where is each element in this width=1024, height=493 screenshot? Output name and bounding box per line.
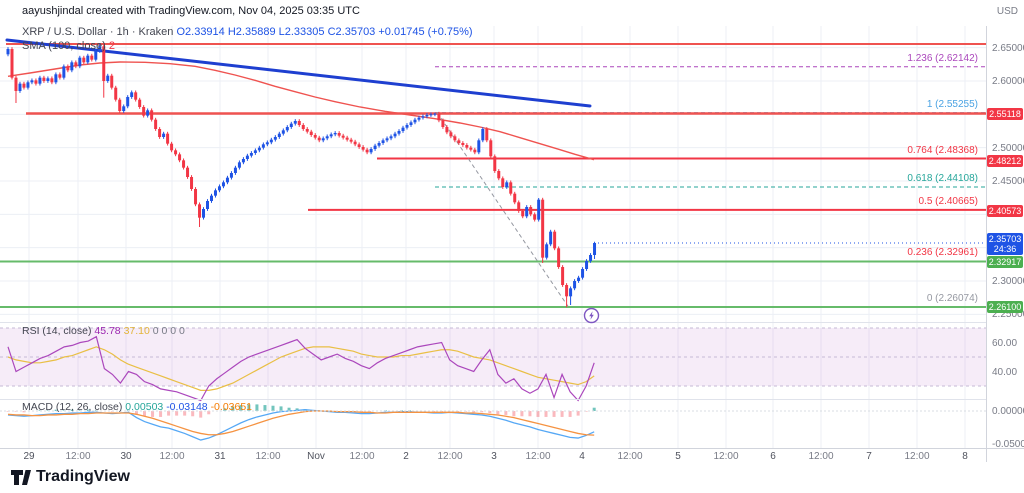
rsi-line[interactable] [7, 335, 595, 402]
price-axis-label: 2.65000 [992, 43, 1024, 54]
price-badge: 2.40573 [987, 205, 1023, 217]
time-axis-label[interactable]: 30 [120, 451, 132, 462]
time-axis-label[interactable]: 12:00 [713, 451, 739, 462]
price-axis-label: 2.50000 [992, 143, 1024, 154]
rsi-label: RSI (14, close) [22, 325, 92, 337]
price-axis-label: 2.30000 [992, 276, 1024, 287]
pattern-diagonal-line[interactable] [436, 112, 569, 307]
price-badge: 2.48212 [987, 155, 1023, 167]
macd-signal-value: -0.03651 [210, 401, 253, 413]
pattern-lightning-icon[interactable] [583, 307, 600, 324]
time-axis-label[interactable]: 8 [962, 451, 968, 462]
symbol-legend[interactable]: XRP / U.S. Dollar · 1h · Kraken O2.33914… [22, 26, 473, 38]
time-axis-label[interactable]: 4 [579, 451, 585, 462]
macd-pane-separator[interactable] [0, 399, 986, 400]
macd-hist-value: 0.00503 [125, 401, 164, 413]
fib-level-label: 0.236 (2.32961) [907, 247, 978, 259]
sma-label: SMA (100, close) [22, 40, 106, 52]
ohlc-high: H2.35889 [227, 26, 276, 38]
time-axis-label[interactable]: 12:00 [255, 451, 281, 462]
rsi-axis-label: 60.00 [992, 338, 1018, 349]
rsi-ma-line[interactable] [7, 346, 595, 391]
credit-text: aayushjindal created with TradingView.co… [22, 5, 360, 17]
ohlc-close: C2.35703 [327, 26, 376, 38]
currency-label: USD [996, 6, 1018, 17]
rsi-pane-separator[interactable] [0, 322, 986, 323]
macd-line-value: -0.03148 [166, 401, 208, 413]
time-axis-border [0, 448, 1024, 449]
price-axis-label: 2.60000 [992, 76, 1024, 87]
sma-legend[interactable]: SMA (100, close) 2 [22, 40, 115, 52]
tradingview-logo-icon[interactable] [10, 467, 32, 492]
time-axis-label[interactable]: 7 [866, 451, 872, 462]
time-axis-label[interactable]: 12:00 [65, 451, 91, 462]
fib-level-label: 1.236 (2.62142) [907, 52, 978, 64]
price-axis-label: 2.45000 [992, 176, 1024, 187]
macd-axis-label: -0.05000 [992, 439, 1024, 450]
rsi-extra-values: 0 0 0 0 [152, 325, 185, 337]
time-axis-label[interactable]: 12:00 [437, 451, 463, 462]
rsi-value: 45.78 [94, 325, 121, 337]
time-axis-label[interactable]: 12:00 [617, 451, 643, 462]
footer-bar: TradingView [0, 462, 1024, 493]
price-badge: 2.32917 [987, 256, 1023, 268]
rsi-ma-value: 37.10 [123, 325, 150, 337]
price-scale-border [986, 26, 987, 462]
countdown-timer: 24:36 [993, 244, 1017, 254]
time-axis-label[interactable]: Nov [307, 451, 325, 462]
time-axis-label[interactable]: 31 [214, 451, 226, 462]
time-axis-label[interactable]: 6 [770, 451, 776, 462]
fib-level-label: 0.5 (2.40665) [918, 195, 979, 207]
rsi-axis-label: 40.00 [992, 367, 1018, 378]
time-axis-label[interactable]: 12:00 [349, 451, 375, 462]
candlesticks[interactable] [6, 43, 597, 308]
macd-legend[interactable]: MACD (12, 26, close) 0.00503 -0.03148 -0… [22, 401, 252, 413]
fib-retracement-lines[interactable] [435, 66, 986, 308]
price-axis-label: 2.25000 [992, 309, 1024, 320]
ohlc-low: L2.33305 [278, 26, 325, 38]
tradingview-brand-text[interactable]: TradingView [36, 468, 130, 485]
fib-level-label: 0.764 (2.48368) [907, 144, 978, 156]
time-axis-label[interactable]: 12:00 [525, 451, 551, 462]
time-axis-label[interactable]: 2 [403, 451, 409, 462]
gridlines [0, 26, 986, 448]
fib-level-label: 0.618 (2.44108) [907, 172, 978, 184]
horizontal-level-lines[interactable] [0, 43, 986, 308]
chart-canvas[interactable] [0, 0, 1024, 462]
price-badge: 2.35703 24:36 [987, 233, 1023, 255]
time-axis-label[interactable]: 29 [23, 451, 35, 462]
time-axis-label[interactable]: 12:00 [159, 451, 185, 462]
fib-level-label: 1 (2.55255) [926, 98, 978, 110]
fib-level-label: 0 (2.26074) [926, 293, 978, 305]
price-badge: 2.26100 [987, 301, 1023, 313]
symbol-title: XRP / U.S. Dollar · 1h · Kraken [22, 26, 174, 38]
time-axis-label[interactable]: 12:00 [808, 451, 834, 462]
time-axis-label[interactable]: 5 [675, 451, 681, 462]
rsi-legend[interactable]: RSI (14, close) 45.78 37.10 0 0 0 0 [22, 325, 185, 337]
ohlc-open: O2.33914 [176, 26, 225, 38]
sma-line[interactable] [7, 61, 595, 161]
time-axis-label[interactable]: 3 [491, 451, 497, 462]
sma-value: 2 [108, 40, 115, 52]
macd-label: MACD (12, 26, close) [22, 401, 123, 413]
price-badge: 2.55118 [987, 108, 1023, 120]
time-axis-label[interactable]: 12:00 [904, 451, 930, 462]
ohlc-change: +0.01745 (+0.75%) [378, 26, 473, 38]
